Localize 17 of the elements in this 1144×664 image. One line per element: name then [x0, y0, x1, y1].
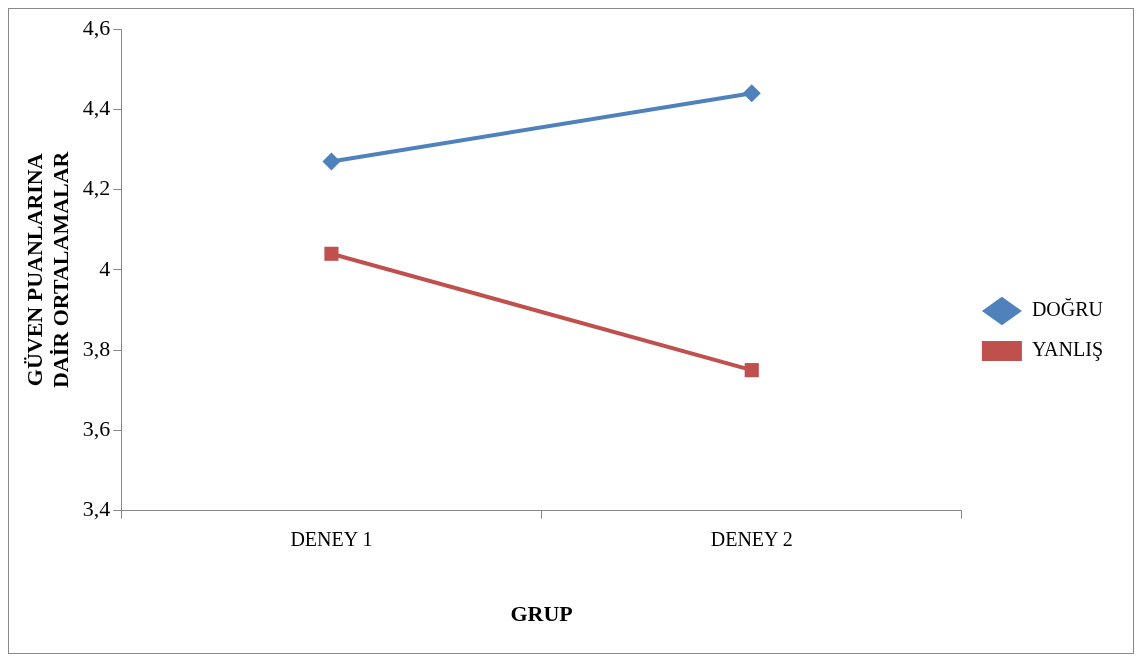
point: [744, 363, 759, 378]
y-tick-label: 3,6: [82, 416, 111, 442]
point: [324, 246, 339, 261]
y-tick-label: 4: [99, 255, 111, 281]
point: [322, 152, 341, 171]
y-tick-label: 4,2: [82, 175, 111, 201]
legend-label: DOĞRU: [1031, 298, 1104, 321]
point: [742, 84, 761, 103]
x-tick-label: DENEY 2: [710, 527, 793, 550]
y-axis-title: GÜVEN PUANLARINA DAİR ORTALAMALAR: [21, 150, 74, 389]
y-tick-label: 4,4: [82, 95, 111, 121]
x-axis-title: GRUP: [510, 601, 573, 627]
legend-label: YANLIŞ: [1031, 338, 1104, 362]
y-tick-label: 4,6: [82, 14, 111, 40]
x-tick-label: DENEY 1: [290, 527, 373, 550]
y-tick-label: 3,8: [82, 335, 111, 361]
y-tick-label: 3,4: [82, 496, 111, 522]
